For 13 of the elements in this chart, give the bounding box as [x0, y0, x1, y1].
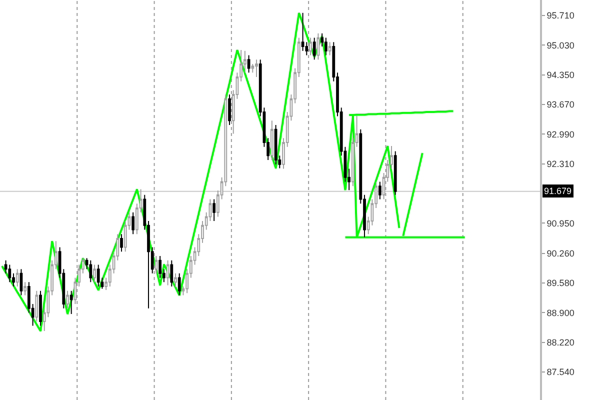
y-tick-label: 92.990	[546, 129, 574, 140]
y-tick-label: 90.950	[546, 218, 574, 228]
y-tick-label: 95.030	[546, 40, 574, 50]
ref-line-label: 91.679	[544, 186, 572, 196]
y-tick-label: 88.220	[546, 338, 574, 348]
y-tick-label: 95.710	[546, 10, 574, 21]
y-tick-label: 93.670	[546, 100, 574, 110]
y-tick-label: 90.260	[546, 248, 574, 259]
y-tick-label: 87.540	[546, 367, 574, 378]
y-tick-label: 89.580	[546, 278, 574, 288]
y-tick-label: 92.310	[546, 159, 574, 170]
y-tick-label: 88.900	[546, 308, 574, 318]
y-tick-label: 94.350	[546, 70, 574, 80]
